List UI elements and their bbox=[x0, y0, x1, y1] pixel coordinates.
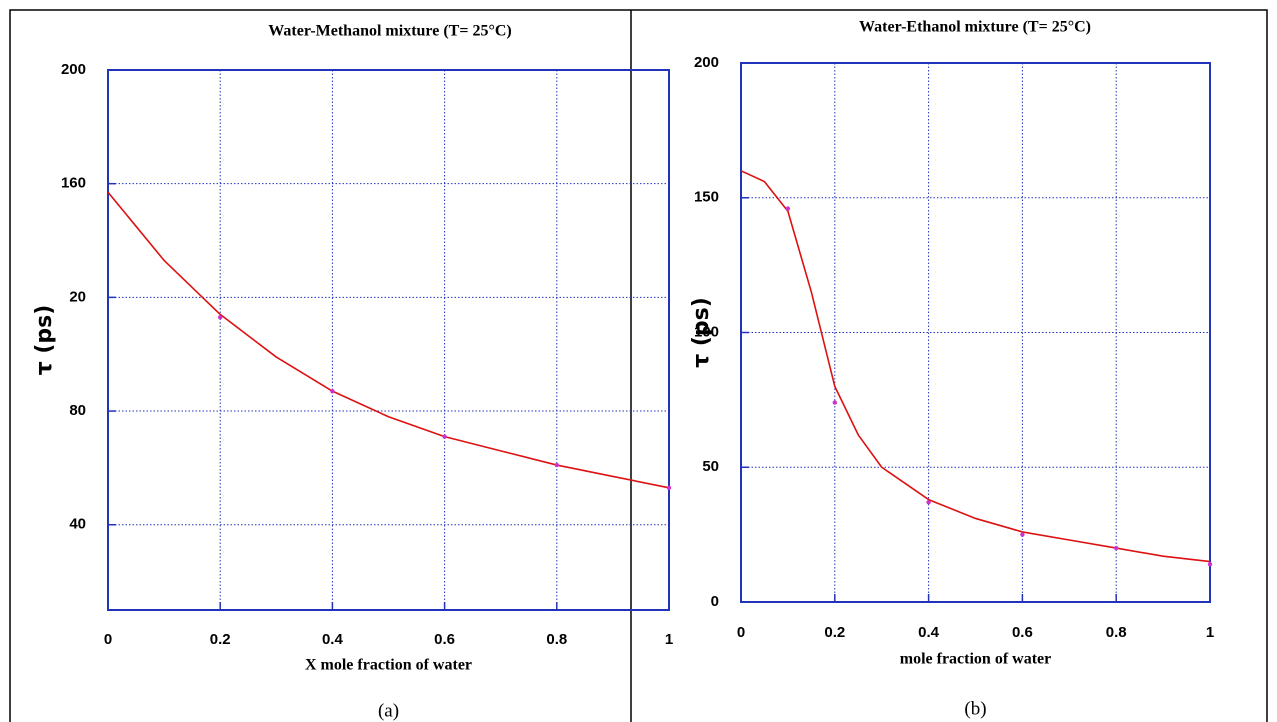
y-tick-label: 160 bbox=[61, 175, 86, 192]
y-tick-label: 80 bbox=[69, 402, 86, 419]
x-tick-label: 0 bbox=[104, 631, 112, 648]
figure-frame bbox=[9, 9, 1268, 722]
x-tick-label: 0.8 bbox=[1106, 624, 1127, 641]
chart-title: Water-Methanol mixture (T= 25°C) bbox=[268, 23, 511, 40]
data-point bbox=[1207, 562, 1213, 567]
data-point bbox=[330, 388, 335, 394]
x-tick-label: 1 bbox=[665, 631, 673, 648]
data-point bbox=[926, 500, 931, 505]
y-tick-label: 50 bbox=[702, 458, 719, 475]
x-axis-label: X mole fraction of water bbox=[305, 657, 472, 674]
x-axis-label: mole fraction of water bbox=[900, 651, 1052, 668]
x-tick-label: 0.2 bbox=[210, 631, 231, 648]
data-point bbox=[832, 400, 837, 405]
data-point bbox=[442, 434, 447, 439]
data-point bbox=[218, 315, 223, 320]
x-tick-label: 0.2 bbox=[824, 624, 845, 641]
caption: (a) bbox=[378, 700, 399, 721]
caption: (b) bbox=[964, 698, 986, 719]
data-point bbox=[1020, 532, 1025, 537]
x-tick-label: 0.6 bbox=[1012, 624, 1033, 641]
data-point bbox=[1114, 545, 1119, 551]
plot-frame bbox=[107, 69, 670, 611]
x-tick-label: 1 bbox=[1206, 624, 1214, 641]
data-point bbox=[785, 206, 791, 211]
y-tick-label: 40 bbox=[69, 516, 86, 533]
x-tick-label: 0.4 bbox=[918, 624, 940, 641]
data-point bbox=[666, 485, 672, 490]
y-axis-label: τ (ps) bbox=[689, 297, 714, 368]
y-tick-label: 0 bbox=[711, 593, 719, 610]
x-tick-label: 0.6 bbox=[434, 631, 455, 648]
y-tick-label: 150 bbox=[694, 189, 719, 206]
plot-frame bbox=[740, 62, 1211, 603]
y-tick-label: 100 bbox=[694, 323, 719, 340]
chart-title: Water-Ethanol mixture (T= 25°C) bbox=[859, 19, 1091, 36]
x-tick-label: 0.8 bbox=[546, 631, 567, 648]
data-point bbox=[554, 462, 559, 468]
y-tick-label: 200 bbox=[694, 54, 719, 71]
y-tick-label: 200 bbox=[61, 61, 86, 78]
y-axis-label: τ (ps) bbox=[32, 305, 57, 376]
fit-line bbox=[107, 191, 670, 489]
x-tick-label: 0.4 bbox=[322, 631, 344, 648]
y-tick-label: 20 bbox=[69, 288, 86, 305]
fit-line bbox=[740, 170, 1211, 563]
x-tick-label: 0 bbox=[737, 624, 745, 641]
